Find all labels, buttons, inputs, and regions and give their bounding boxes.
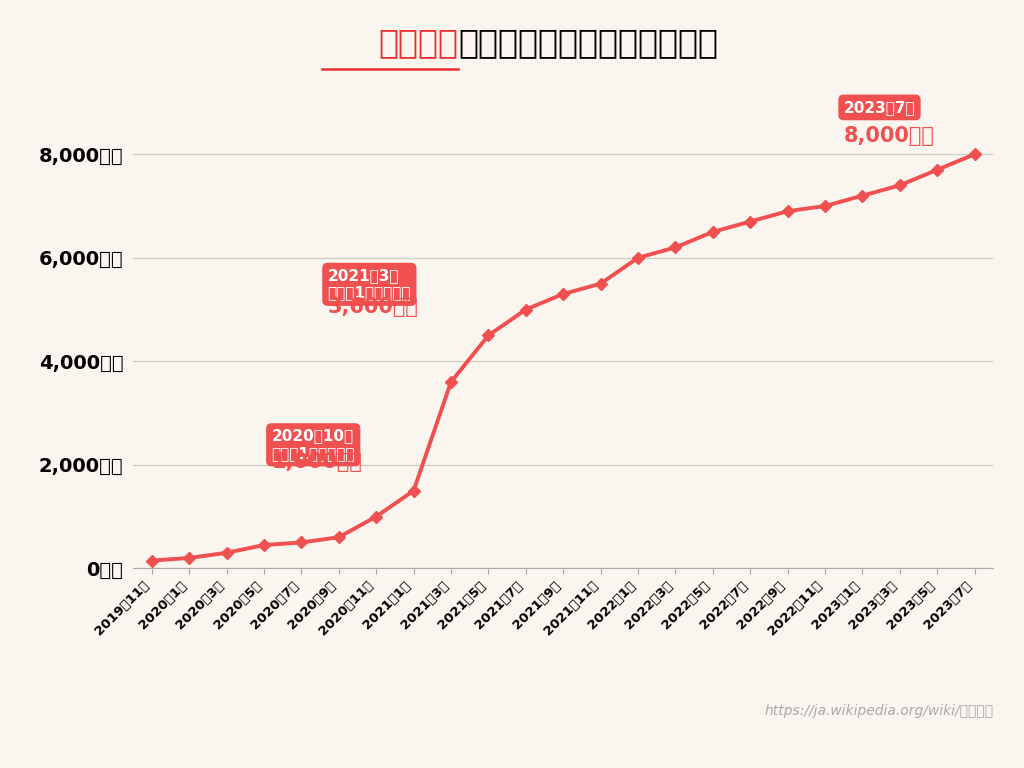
Text: 呪術廻戦: 呪術廻戦 — [378, 26, 459, 59]
Text: 2023年7月: 2023年7月 — [844, 100, 915, 115]
Text: 3,600万部: 3,600万部 — [328, 296, 419, 316]
Text: 2020年10月
アニメ1期放送開始: 2020年10月 アニメ1期放送開始 — [271, 429, 355, 461]
Text: の累計発行部数推移のグラフ: の累計発行部数推移のグラフ — [459, 26, 718, 59]
Text: https://ja.wikipedia.org/wiki/呪術廻戦: https://ja.wikipedia.org/wiki/呪術廻戦 — [764, 704, 993, 718]
Text: 1,000万部: 1,000万部 — [271, 452, 362, 472]
Text: 2021年3月
アニメ1期放送終了: 2021年3月 アニメ1期放送終了 — [328, 268, 411, 300]
Text: 8,000万部: 8,000万部 — [844, 126, 935, 146]
